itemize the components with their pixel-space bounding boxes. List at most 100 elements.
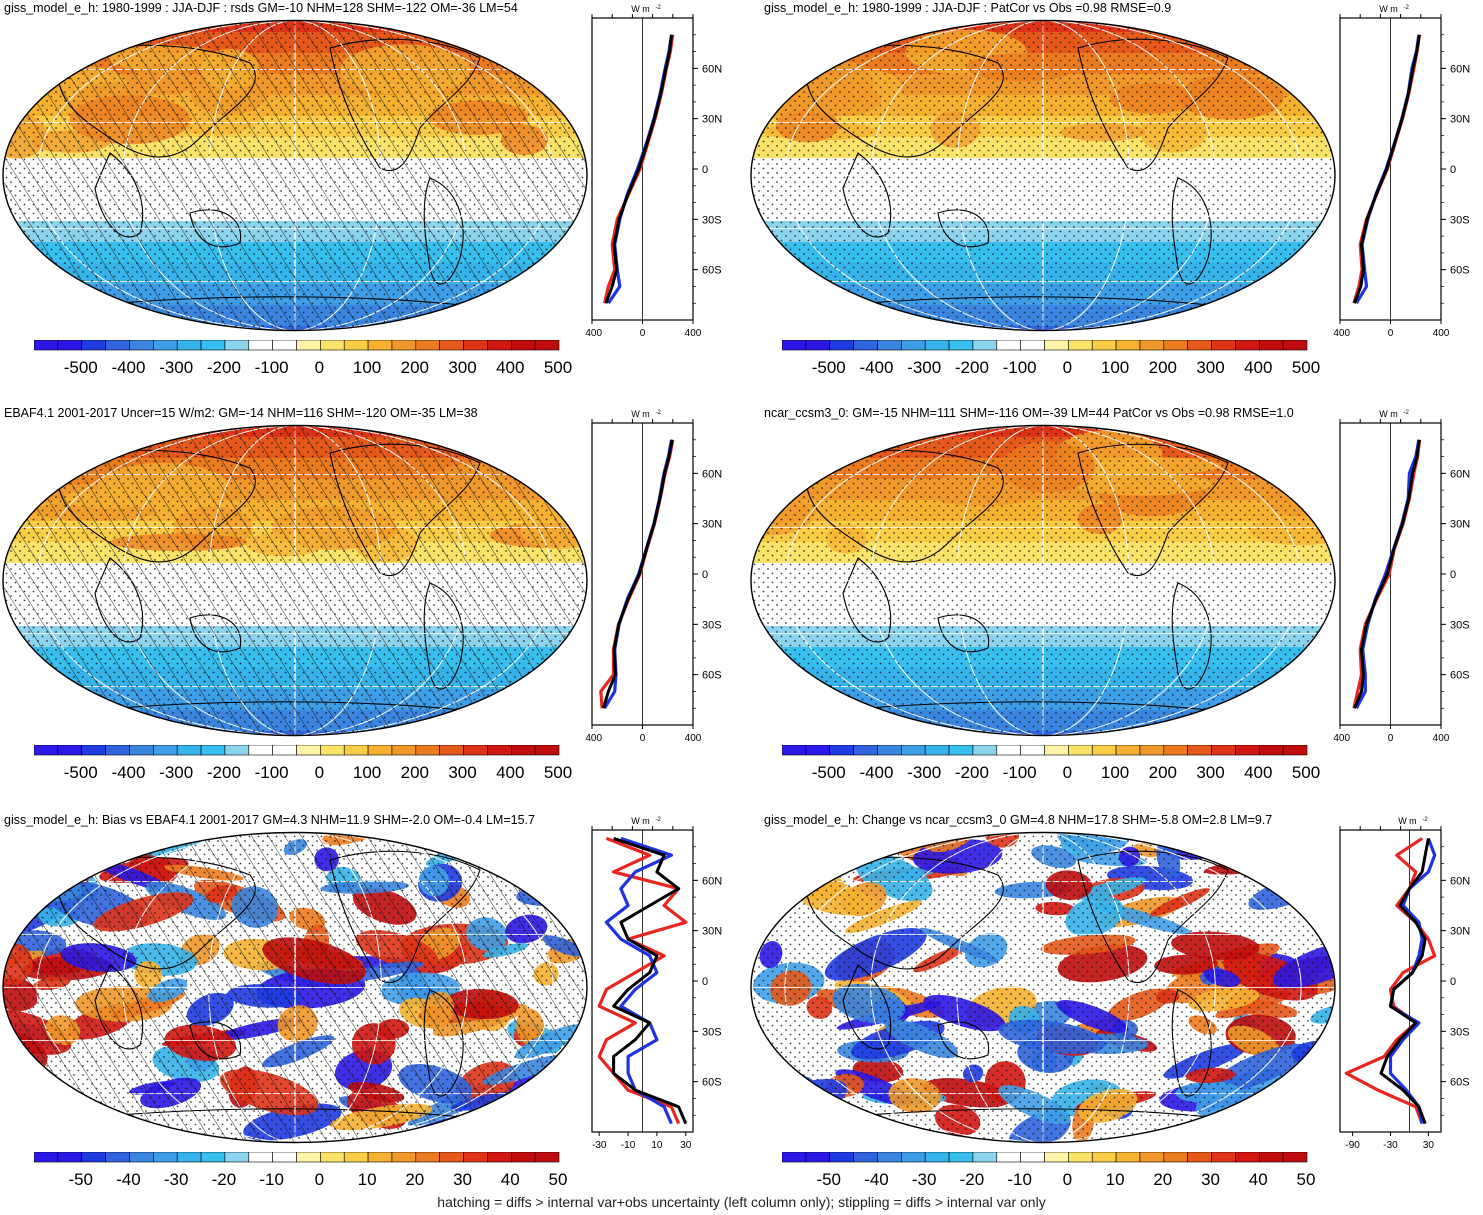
zonal-profile: W m -2 60N 30N 0 30S 60S -400 0 400 (582, 407, 735, 762)
profile-x-tick: -400 (585, 733, 602, 744)
colorbar-tick-label: 400 (496, 358, 524, 377)
colorbar-tick-label: -200 (207, 358, 241, 377)
colorbar-swatch (487, 1151, 512, 1163)
colorbar-tick-label: 500 (544, 358, 572, 377)
profile-line-black (1353, 439, 1421, 709)
profile-x-tick: 0 (1388, 328, 1394, 339)
profile-unit-label: W m (631, 409, 650, 419)
colorbar-swatch (1235, 744, 1260, 756)
colorbar-swatch (224, 744, 250, 756)
colorbar-swatch (1139, 1151, 1165, 1163)
profile-lat-tick: 60S (702, 670, 722, 682)
colorbar-swatch (57, 1151, 83, 1163)
colorbar-tick-label: -300 (159, 763, 193, 782)
colorbar-swatch (1163, 744, 1188, 756)
profile-lat-tick: 30S (702, 1026, 722, 1038)
world-map (748, 18, 1338, 333)
colorbar-swatch (781, 339, 807, 351)
panel-title: giss_model_e_h: Bias vs EBAF4.1 2001-201… (4, 813, 535, 827)
colorbar: -500 -400 -300 -200 -100 0 100 200 300 400 500 (781, 339, 1322, 385)
colorbar-swatch (805, 339, 831, 351)
colorbar-swatch (153, 1151, 178, 1163)
colorbar-swatch (877, 339, 902, 351)
colorbar-tick-label: 500 (544, 763, 572, 782)
colorbar-swatch (1068, 1151, 1093, 1163)
colorbar-swatch (1044, 339, 1069, 351)
colorbar-swatch (176, 1151, 202, 1163)
colorbar-swatch (1091, 339, 1117, 351)
colorbar-tick-label: 40 (1249, 1170, 1268, 1189)
colorbar-tick-label: -100 (255, 358, 289, 377)
colorbar-swatch (320, 339, 345, 351)
profile-lat-tick: 60N (702, 63, 722, 75)
colorbar-swatch (924, 339, 950, 351)
colorbar-swatch (877, 1151, 902, 1163)
colorbar-tick-label: 200 (1149, 358, 1177, 377)
profile-x-tick: -10 (621, 1140, 636, 1151)
profile-lat-tick: 30N (1450, 519, 1470, 531)
colorbar-tick-label: 50 (1297, 1170, 1316, 1189)
profile-unit-superscript: -2 (656, 410, 662, 416)
colorbar-swatch (272, 744, 297, 756)
profile-lat-tick: 60N (1450, 468, 1470, 480)
colorbar-swatch (367, 1151, 393, 1163)
colorbar-swatch (176, 744, 202, 756)
colorbar-swatch (248, 1151, 273, 1163)
colorbar-swatch (853, 1151, 878, 1163)
profile-lat-tick: 0 (702, 569, 708, 581)
colorbar-tick-label: -300 (907, 358, 941, 377)
colorbar-swatch (81, 339, 106, 351)
profile-lat-tick: 30S (1450, 214, 1470, 226)
profile-lat-tick: 30S (702, 214, 722, 226)
colorbar-swatch (272, 1151, 297, 1163)
profile-lat-tick: 0 (1450, 164, 1456, 176)
profile-line-black (1353, 34, 1421, 304)
profile-x-tick: 400 (685, 733, 702, 744)
colorbar-swatch (996, 339, 1021, 351)
colorbar-swatch (534, 339, 560, 351)
profile-lat-tick: 60S (702, 1077, 722, 1089)
panel-title: ncar_ccsm3_0: GM=-15 NHM=111 SHM=-116 OM… (764, 406, 1294, 420)
colorbar-tick-label: -400 (859, 763, 893, 782)
colorbar-swatch (153, 339, 178, 351)
world-map (748, 423, 1338, 738)
profile-x-tick: -400 (1333, 328, 1350, 339)
colorbar-tick-label: -400 (111, 358, 145, 377)
colorbar-swatch (367, 339, 393, 351)
profile-unit-superscript: -2 (656, 5, 662, 11)
colorbar: -500 -400 -300 -200 -100 0 100 200 300 400 500 (33, 339, 574, 385)
colorbar-tick-label: -100 (1003, 358, 1037, 377)
colorbar-tick-label: -10 (1007, 1170, 1032, 1189)
zonal-profile: W m -2 60N 30N 0 30S 60S -400 0 400 (1330, 2, 1483, 357)
colorbar-swatch (57, 744, 83, 756)
profile-x-tick: 0 (640, 733, 646, 744)
profile-lat-tick: 60S (1450, 265, 1470, 277)
colorbar-tick-label: 200 (1149, 763, 1177, 782)
colorbar-tick-label: -500 (64, 358, 98, 377)
colorbar-swatch (272, 339, 297, 351)
colorbar-swatch (510, 339, 536, 351)
profile-lat-tick: 30S (1450, 1026, 1470, 1038)
colorbar-swatch (343, 744, 369, 756)
colorbar-swatch (853, 339, 878, 351)
colorbar-tick-label: -100 (255, 763, 289, 782)
profile-lat-tick: 60N (1450, 875, 1470, 887)
panel-p6: giss_model_e_h: Change vs ncar_ccsm3_0 G… (748, 812, 1483, 1212)
colorbar-swatch (1187, 1151, 1212, 1163)
profile-line-black (612, 836, 688, 1125)
colorbar-tick-label: 300 (1196, 358, 1224, 377)
colorbar-swatch (1020, 744, 1045, 756)
world-map (0, 830, 590, 1145)
colorbar-swatch (248, 339, 273, 351)
colorbar-swatch (105, 1151, 130, 1163)
colorbar-swatch (320, 744, 345, 756)
profile-lat-tick: 30S (1450, 619, 1470, 631)
colorbar-tick-label: 10 (358, 1170, 377, 1189)
colorbar-swatch (829, 339, 854, 351)
colorbar-tick-label: -20 (212, 1170, 237, 1189)
colorbar-tick-label: 0 (1063, 763, 1072, 782)
colorbar-swatch (105, 339, 130, 351)
colorbar-swatch (1258, 1151, 1284, 1163)
colorbar-tick-label: -20 (960, 1170, 985, 1189)
profile-unit-label: W m (1398, 816, 1417, 826)
